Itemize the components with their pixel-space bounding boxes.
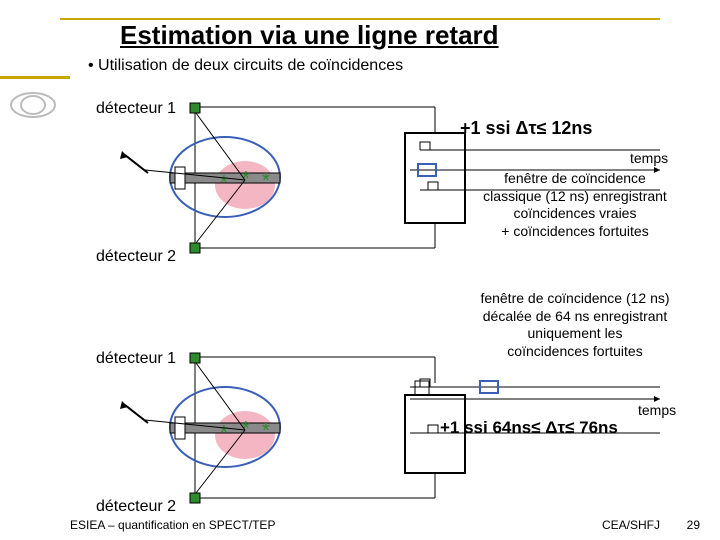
svg-text:*: * <box>242 418 250 440</box>
footer-left: ESIEA – quantification en SPECT/TEP <box>70 518 275 532</box>
svg-text:*: * <box>220 422 228 444</box>
footer-page-num: 29 <box>687 518 700 532</box>
svg-text:*: * <box>262 170 270 192</box>
label-det2-b: détecteur 2 <box>96 498 176 516</box>
footer-right: CEA/SHFJ <box>602 518 660 532</box>
temps-b: temps <box>638 402 676 418</box>
desc-a: fenêtre de coïncidence classique (12 ns)… <box>460 170 690 240</box>
svg-text:*: * <box>220 172 228 194</box>
ssi-a: +1 ssi Δτ≤ 12ns <box>460 118 592 139</box>
slide-title: Estimation via une ligne retard <box>120 20 700 51</box>
top-rule <box>60 18 660 20</box>
ssi-b: +1 ssi 64ns≤ Δτ≤ 76ns <box>440 418 618 438</box>
svg-text:*: * <box>262 420 270 442</box>
cea-logo <box>8 90 58 125</box>
left-accent <box>0 76 70 79</box>
temps-a: temps <box>630 150 668 166</box>
svg-text:*: * <box>242 168 250 190</box>
label-det2-a: détecteur 2 <box>96 248 176 266</box>
desc-b: fenêtre de coïncidence (12 ns) décalée d… <box>450 290 700 360</box>
bullet-text: • Utilisation de deux circuits de coïnci… <box>88 57 700 75</box>
